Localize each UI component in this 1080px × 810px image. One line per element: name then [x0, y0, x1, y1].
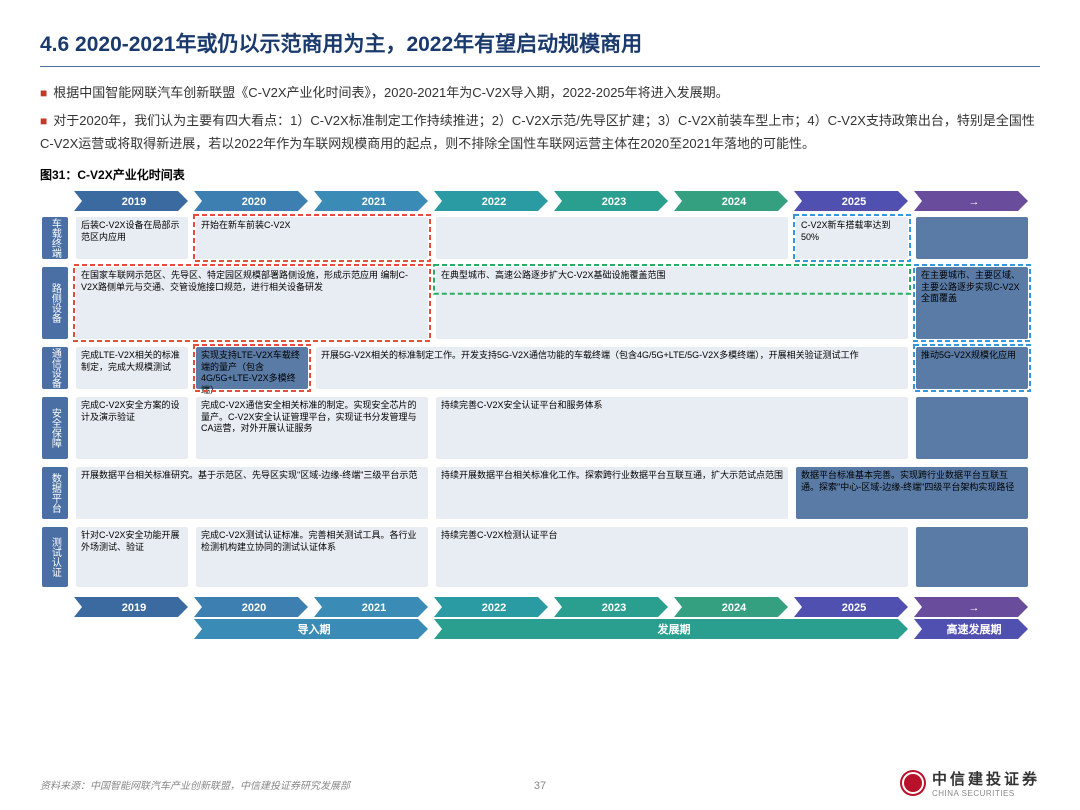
figure-label: 图31：C-V2X产业化时间表	[40, 166, 1040, 183]
svg-text:数据平台: 数据平台	[49, 471, 61, 513]
svg-text:2019: 2019	[122, 602, 146, 614]
svg-text:2025: 2025	[842, 196, 866, 208]
svg-text:→: →	[969, 196, 980, 208]
svg-text:2022: 2022	[482, 602, 506, 614]
svg-text:2025: 2025	[842, 602, 866, 614]
slide-title: 4.6 2020-2021年或仍以示范商用为主，2022年有望启动规模商用	[40, 28, 1040, 58]
logo-icon	[900, 770, 926, 796]
svg-text:2023: 2023	[602, 196, 626, 208]
svg-text:高速发展期: 高速发展期	[947, 622, 1002, 636]
bullet-1: 根据中国智能网联汽车创新联盟《C-V2X产业化时间表》，2020-2021年为C…	[53, 85, 728, 100]
bullet-2: 对于2020年，我们认为主要有四大看点：1）C-V2X标准制定工作持续推进；2）…	[40, 113, 1035, 152]
svg-text:2019: 2019	[122, 196, 146, 208]
svg-text:2021: 2021	[362, 196, 386, 208]
svg-text:2023: 2023	[602, 602, 626, 614]
logo-cn: 中信建投证券	[932, 771, 1040, 788]
svg-text:2020: 2020	[242, 602, 266, 614]
page-number: 37	[534, 780, 546, 792]
svg-text:2022: 2022	[482, 196, 506, 208]
svg-text:安全保障: 安全保障	[49, 406, 61, 448]
svg-text:2024: 2024	[722, 196, 747, 208]
svg-text:2024: 2024	[722, 602, 747, 614]
logo-en: CHINA SECURITIES	[932, 789, 1040, 798]
svg-text:2021: 2021	[362, 602, 386, 614]
bullets: ■根据中国智能网联汽车创新联盟《C-V2X产业化时间表》，2020-2021年为…	[40, 81, 1040, 156]
source-text: 资料来源：中国智能网联汽车产业创新联盟，中信建投证券研究发展部	[40, 777, 350, 792]
divider	[40, 66, 1040, 67]
svg-text:通信设备: 通信设备	[49, 347, 61, 388]
svg-text:→: →	[969, 602, 980, 614]
svg-text:发展期: 发展期	[657, 622, 691, 636]
svg-text:2020: 2020	[242, 196, 266, 208]
svg-text:测试认证: 测试认证	[49, 535, 61, 576]
svg-text:车载终端: 车载终端	[49, 216, 61, 258]
svg-text:导入期: 导入期	[298, 622, 331, 636]
company-logo: 中信建投证券 CHINA SECURITIES	[900, 768, 1040, 798]
timeline-chart: 2019 2020 2021 2022 2023 2024 2025 → 车载终端路侧设备通信设…	[40, 187, 1040, 687]
svg-text:路侧设备: 路侧设备	[49, 281, 61, 323]
